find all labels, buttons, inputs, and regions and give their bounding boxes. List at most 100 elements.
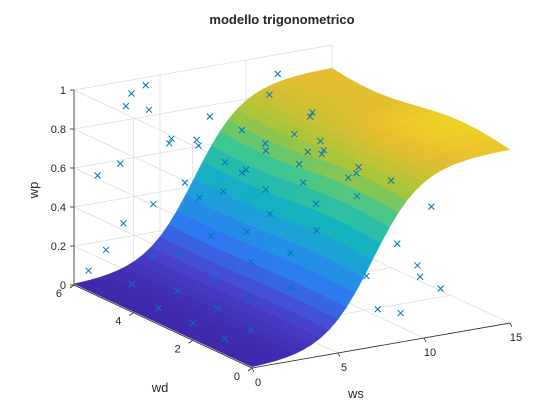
scatter-point: [261, 139, 269, 147]
x-axis-label: ws: [347, 386, 364, 401]
scatter-point: [142, 81, 150, 89]
scatter-point: [220, 188, 227, 195]
scatter-point: [416, 273, 424, 281]
scatter-point: [344, 174, 352, 182]
scatter-point: [393, 240, 401, 248]
scatter-point: [246, 295, 254, 303]
scatter-point: [221, 335, 229, 342]
grid-line: [73, 44, 333, 91]
scatter-point: [353, 192, 361, 200]
x-tick-label: 5: [341, 362, 347, 374]
scatter-layer: [85, 70, 444, 342]
scatter-point: [242, 166, 250, 174]
x-tick: [509, 322, 513, 328]
scatter-point: [214, 305, 222, 313]
scatter-point: [374, 305, 382, 313]
scatter-point: [155, 304, 162, 312]
y-tick-label: 2: [175, 343, 181, 355]
z-tick-label: 0.2: [51, 241, 66, 253]
scatter-point: [195, 142, 202, 149]
x-tick-label: 15: [510, 332, 522, 344]
chart-title: modello trigonometrico: [209, 12, 354, 27]
scatter-point: [262, 186, 270, 193]
y-axis-line: [73, 284, 253, 369]
scatter-point: [206, 113, 214, 120]
scatter-point: [247, 326, 255, 334]
scatter-point: [122, 102, 130, 110]
x-tick: [251, 367, 255, 373]
y-tick: [188, 340, 193, 344]
scatter-point: [414, 262, 421, 269]
scatter-point: [176, 250, 183, 258]
scatter-point: [193, 136, 201, 144]
scatter-point: [102, 246, 110, 254]
scatter-point: [363, 272, 370, 280]
scatter-point: [287, 284, 295, 291]
scatter-point: [355, 163, 363, 171]
scatter-point: [266, 210, 274, 218]
scatter-point: [266, 91, 273, 99]
surface-patch: [486, 139, 511, 152]
scatter-point: [145, 106, 153, 114]
scatter-point: [149, 253, 157, 261]
scatter-point: [247, 258, 255, 266]
scatter-point: [387, 177, 395, 184]
scatter-point: [174, 287, 182, 295]
scatter-point: [304, 148, 312, 156]
scatter-point: [85, 267, 92, 275]
scatter-point: [317, 137, 324, 145]
scatter-point: [274, 70, 282, 78]
z-tick-label: 0.6: [51, 163, 66, 175]
scatter-point: [128, 280, 136, 288]
scatter-point: [150, 200, 157, 208]
scatter-point: [312, 200, 320, 208]
scatter-point: [196, 194, 203, 202]
scatter-point: [437, 285, 444, 292]
scatter-point: [238, 169, 246, 177]
z-tick-label: 0.8: [51, 124, 66, 136]
scatter-point: [120, 219, 127, 227]
scatter-point: [306, 113, 314, 120]
x-tick: [423, 337, 427, 343]
scatter-point: [291, 130, 298, 138]
scatter-point: [210, 275, 218, 282]
z-tick-label: 0: [60, 280, 66, 292]
scatter-point: [313, 227, 320, 234]
scatter-point: [181, 179, 189, 187]
y-tick-label: 0: [234, 371, 240, 383]
scatter-point: [168, 135, 175, 143]
scatter-point: [238, 126, 246, 134]
scatter-point: [299, 179, 307, 187]
scatter-point: [397, 309, 404, 317]
scatter-point: [428, 203, 435, 211]
scatter-point: [221, 158, 229, 166]
y-tick-label: 6: [56, 288, 62, 300]
scatter-point: [128, 90, 135, 97]
scatter-point: [353, 169, 360, 177]
scatter-point: [189, 319, 197, 327]
z-tick-label: 0.4: [51, 202, 66, 214]
x-tick-label: 0: [255, 377, 261, 389]
x-tick-label: 10: [424, 347, 436, 359]
scatter-point: [262, 147, 270, 155]
y-tick: [69, 284, 75, 289]
y-tick-label: 4: [115, 316, 121, 328]
y-tick: [247, 367, 253, 372]
scatter-point: [243, 228, 251, 236]
scatter-point: [295, 160, 303, 168]
z-axis-label: wp: [26, 182, 41, 200]
scatter-point: [165, 139, 173, 147]
scatter-point: [309, 109, 316, 116]
scatter-point: [320, 146, 328, 154]
z-tick-label: 1: [60, 85, 66, 97]
y-axis-label: wd: [151, 380, 169, 395]
scatter-point: [116, 160, 124, 167]
scatter-point: [94, 172, 101, 179]
x-axis-line: [251, 322, 511, 369]
scatter-point: [318, 150, 326, 158]
scatter-point: [287, 249, 294, 257]
surface-layer: [73, 67, 511, 368]
scatter-point: [207, 232, 215, 240]
